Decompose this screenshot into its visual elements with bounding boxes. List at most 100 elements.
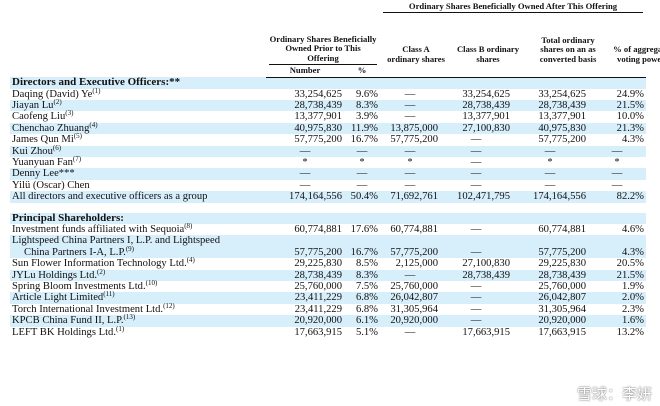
shareholder-name: Chenchao Zhuang(4) [10,121,266,135]
class-b-shares: 27,100,830 [462,258,511,270]
shareholder-name: Yuanyuan Fan(7) [10,154,266,168]
shareholder-name-text: LEFT BK Holdings Ltd. [12,326,116,338]
table-row: Yilü (Oscar) Chen — — — — — — [10,180,646,191]
class-a-shares: 57,775,200 [390,134,439,146]
class-b-shares: — [470,156,482,168]
class-a-header: Class A ordinary shares [387,44,445,64]
shares-number: — [299,179,311,191]
shareholder-name-text: Yuanyuan Fan [12,156,73,168]
voting-header: % of aggregate voting power [613,44,660,64]
shareholder-name: Article Light Limited(11) [10,291,266,304]
shareholder-name-text: China Partners I-A, L.P. [24,246,126,258]
shares-number: — [266,145,344,157]
class-b-shares: — [470,303,482,315]
table-row: All directors and executive officers as … [10,191,647,203]
class-b-shares: 17,663,915 [462,326,511,338]
class-a-shares: 31,305,964 [390,303,439,315]
shareholder-name: All directors and executive officers as … [10,191,266,203]
voting-power: 21.5% [588,99,647,112]
class-b-shares: 27,100,830 [440,122,513,135]
footnote-marker: (1) [115,324,125,333]
total-shares: 60,774,881 [538,223,587,235]
voting-power: 82.2% [588,191,647,203]
class-b-shares: 33,254,625 [462,88,511,100]
shareholder-name-text: Torch International Investment Ltd. [12,303,164,315]
footnote-marker: (10) [145,279,158,287]
total-shares: 28,738,439 [512,99,589,112]
footnote-marker: (2) [53,97,62,106]
voting-power: 1.9% [621,281,645,292]
voting-power: — [588,145,647,157]
shares-number: 29,225,830 [294,258,342,270]
table-row: Yuanyuan Fan(7) * * * — * * [10,154,646,168]
shares-number: * [302,156,308,168]
shareholder-name: Caofeng Liu(3) [10,109,266,123]
class-b-shares: — [440,315,513,327]
header-row-1: Ordinary Shares Beneficially Owned Prior… [10,1,660,65]
voting-power: 4.6% [621,223,645,235]
table-row: KPCB China Fund II, L.P.(13) 20,920,000 6.… [10,313,647,327]
shareholder-name-text: All directors and executive officers as … [12,191,208,203]
section-principal-label: Principal Shareholders: [10,212,266,224]
total-shares: — [544,179,556,191]
total-shares: 57,775,200 [512,246,589,259]
voting-power: 4.3% [621,134,645,146]
number-header: Number [266,64,344,78]
shares-percent: 8.3% [344,269,381,281]
voting-power: 10.0% [616,111,645,123]
section-principal: Principal Shareholders: [10,212,647,224]
class-b-header: Class B ordinary shares [456,44,520,64]
total-shares: 29,225,830 [538,258,587,270]
shareholder-name-text: Chenchao Zhuang [12,122,90,134]
shares-number: 60,774,881 [294,223,342,235]
class-b-shares: 13,377,901 [462,111,511,123]
shareholder-name: Sun Flower Information Technology Ltd.(4… [10,257,266,270]
units-row: Number % [10,64,647,78]
shares-number: 23,411,229 [266,292,344,304]
table-row: Kui Zhou(6) — — — — — — [10,144,647,157]
class-a-shares: — [380,99,441,112]
shareholder-name: JYLu Holdings Ltd.(2) [10,267,266,281]
class-b-shares: 28,738,439 [440,99,513,112]
shares-number: 23,411,229 [294,303,342,315]
section-directors: Directors and Executive Officers:** [10,76,647,89]
total-shares: — [512,168,589,180]
class-a-shares: 13,875,000 [380,122,441,135]
shareholder-name-text: Investment funds affiliated with Sequoia [12,223,185,235]
class-a-shares: — [380,269,441,281]
footnote-marker: (13) [123,313,136,322]
shares-percent: 11.9% [344,122,381,135]
class-b-shares: — [470,179,482,191]
class-a-shares: 26,042,807 [380,292,441,304]
shareholder-name: Jiayan Lu(2) [10,97,266,112]
voting-power: 2.3% [621,303,645,315]
table-row: Spring Bloom Investments Ltd.(10) 25,760,… [10,279,646,293]
footnote-marker: (7) [72,154,82,163]
shareholder-name-text: Sun Flower Information Technology Ltd. [12,258,187,270]
table-row: JYLu Holdings Ltd.(2) 28,738,439 8.3% —28,7… [10,267,647,281]
total-shares: 174,164,556 [512,191,589,203]
voting-power: 13.2% [616,326,645,338]
total-shares: 31,305,964 [538,303,587,315]
class-b-shares: — [440,292,513,304]
class-a-shares: — [404,111,416,123]
shares-percent: 5.1% [355,326,379,338]
shareholder-name: Lightspeed China Partners I, L.P. and Li… [10,235,266,247]
class-b-shares: — [440,145,513,157]
shares-number: 13,377,901 [294,111,342,123]
shares-number: 20,920,000 [266,315,344,327]
shares-percent: * [359,156,365,168]
shares-percent: 3.9% [355,111,379,123]
footnote-marker: (2) [97,267,106,276]
shares-percent: 8.3% [344,99,381,112]
table-row-name-line: Lightspeed China Partners I, L.P. and Li… [10,235,647,247]
prior-offering-header: Ordinary Shares Beneficially Owned Prior… [269,33,378,65]
voting-power: 1.6% [588,315,647,327]
voting-power: 24.9% [616,88,645,100]
class-b-shares: — [440,168,513,180]
shares-percent: 50.4% [344,191,381,203]
class-a-shares: — [380,145,441,157]
shareholder-name: Investment funds affiliated with Sequoia… [10,222,266,235]
table-row: LEFT BK Holdings Ltd.(1) 17,663,915 5.1% — 1… [10,324,646,338]
footnote-marker: (3) [65,109,74,118]
